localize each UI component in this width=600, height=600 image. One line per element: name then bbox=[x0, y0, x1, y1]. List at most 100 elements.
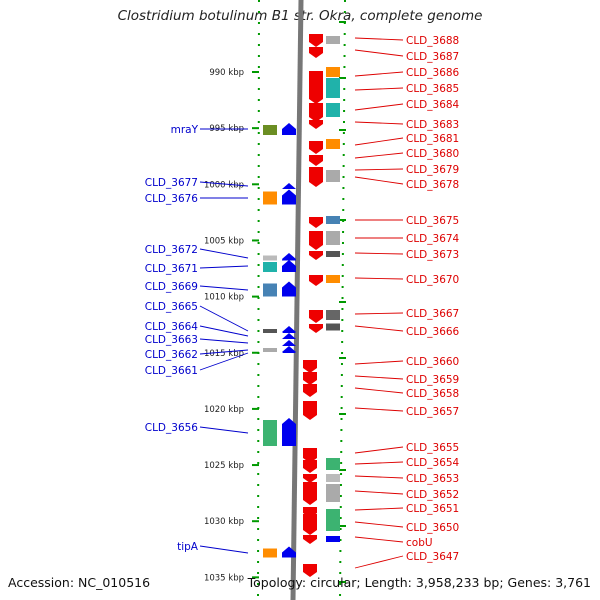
scale-tick bbox=[252, 295, 259, 298]
gene-box bbox=[326, 310, 340, 320]
gene-label-right[interactable]: CLD_3657 bbox=[406, 406, 459, 418]
gene-leader-line bbox=[354, 137, 404, 146]
gene-label-right[interactable]: CLD_3681 bbox=[406, 133, 459, 145]
gene-leader-line bbox=[199, 338, 249, 344]
gene-arrow-down bbox=[309, 34, 323, 47]
gene-label-right[interactable]: CLD_3685 bbox=[406, 83, 459, 95]
gene-label-left[interactable]: CLD_3671 bbox=[145, 263, 198, 275]
gene-label-right[interactable]: CLD_3667 bbox=[406, 308, 459, 320]
gene-label-right[interactable]: CLD_3678 bbox=[406, 179, 459, 191]
gene-label-right[interactable]: CLD_3652 bbox=[406, 489, 459, 501]
gene-label-right[interactable]: CLD_3658 bbox=[406, 388, 459, 400]
gene-label-right[interactable]: CLD_3673 bbox=[406, 249, 459, 261]
gene-box bbox=[263, 191, 277, 205]
gene-arrow-up bbox=[282, 123, 296, 135]
gene-arrow-up bbox=[282, 253, 296, 259]
scale-label: 1030 kbp bbox=[204, 517, 244, 527]
gene-leader-line bbox=[354, 555, 404, 569]
gene-arrow-down bbox=[309, 310, 323, 323]
gene-box bbox=[263, 125, 277, 135]
scale-tick bbox=[252, 183, 259, 186]
gene-box bbox=[326, 275, 340, 283]
gene-label-left[interactable]: CLD_3665 bbox=[145, 301, 198, 313]
gene-label-left[interactable]: tipA bbox=[177, 541, 199, 553]
gene-leader-line bbox=[199, 285, 249, 291]
gene-arrow-up bbox=[282, 261, 296, 267]
gene-label-right[interactable]: CLD_3684 bbox=[406, 99, 460, 111]
gene-label-right[interactable]: CLD_3653 bbox=[406, 473, 459, 485]
gene-label-left[interactable]: CLD_3676 bbox=[145, 193, 199, 205]
scale-tick bbox=[252, 576, 259, 579]
scale-tick bbox=[339, 301, 346, 303]
gene-box bbox=[326, 139, 340, 149]
gene-label-right[interactable]: CLD_3686 bbox=[406, 67, 460, 79]
gene-label-left[interactable]: CLD_3661 bbox=[145, 365, 198, 377]
scale-tick bbox=[252, 520, 259, 523]
gene-arrow-down bbox=[303, 384, 317, 397]
gene-leader-line bbox=[354, 507, 404, 511]
gene-box bbox=[326, 170, 340, 182]
gene-label-right[interactable]: CLD_3675 bbox=[406, 215, 459, 227]
gene-label-left[interactable]: CLD_3656 bbox=[145, 422, 199, 434]
gene-leader-line bbox=[354, 325, 404, 332]
gene-arrow-down bbox=[303, 401, 317, 420]
left-dotted-rail bbox=[257, 0, 260, 600]
gene-label-right[interactable]: CLD_3655 bbox=[406, 442, 459, 454]
gene-arrow-down bbox=[303, 372, 317, 385]
gene-arrow-up bbox=[282, 333, 296, 339]
gene-arrow-up bbox=[282, 340, 296, 346]
gene-arrow-up bbox=[282, 183, 296, 189]
gene-leader-line bbox=[354, 375, 404, 380]
scale-label: 990 kbp bbox=[209, 68, 244, 78]
gene-box bbox=[263, 548, 277, 558]
gene-label-right[interactable]: CLD_3647 bbox=[406, 551, 459, 563]
gene-label-left[interactable]: CLD_3672 bbox=[145, 244, 198, 256]
gene-box bbox=[263, 255, 277, 261]
gene-box bbox=[263, 283, 277, 297]
gene-label-left[interactable]: CLD_3663 bbox=[145, 334, 198, 346]
gene-label-left[interactable]: CLD_3664 bbox=[145, 321, 199, 333]
accession-label: Accession: NC_010516 bbox=[8, 575, 151, 590]
gene-leader-line bbox=[199, 248, 249, 259]
gene-label-right[interactable]: CLD_3688 bbox=[406, 35, 459, 47]
gene-label-right[interactable]: CLD_3674 bbox=[406, 233, 460, 245]
gene-arrow-down bbox=[309, 141, 323, 154]
gene-box bbox=[326, 67, 340, 77]
gene-arrow-down bbox=[309, 231, 323, 250]
gene-arrow-up bbox=[282, 281, 296, 297]
gene-label-left[interactable]: CLD_3662 bbox=[145, 349, 198, 361]
gene-label-right[interactable]: CLD_3660 bbox=[406, 356, 459, 368]
gene-label-right[interactable]: CLD_3680 bbox=[406, 148, 459, 160]
scale-tick bbox=[252, 464, 259, 467]
gene-box bbox=[326, 216, 340, 224]
gene-label-right[interactable]: CLD_3659 bbox=[406, 374, 459, 386]
gene-arrow-down bbox=[309, 47, 323, 58]
gene-leader-line bbox=[199, 181, 249, 187]
gene-leader-line bbox=[199, 265, 249, 269]
gene-label-right[interactable]: cobU bbox=[406, 537, 433, 549]
gene-label-left[interactable]: mraY bbox=[171, 124, 199, 136]
gene-label-right[interactable]: CLD_3666 bbox=[406, 326, 460, 338]
gene-label-left[interactable]: CLD_3677 bbox=[145, 177, 198, 189]
gene-box bbox=[326, 323, 340, 331]
gene-box bbox=[263, 262, 277, 272]
gene-label-right[interactable]: CLD_3683 bbox=[406, 119, 459, 131]
gene-label-right[interactable]: CLD_3670 bbox=[406, 274, 459, 286]
gene-arrow-down bbox=[303, 474, 317, 483]
gene-arrow-down bbox=[303, 360, 317, 373]
scale-label: 1000 kbp bbox=[204, 180, 244, 190]
gene-label-right[interactable]: CLD_3687 bbox=[406, 51, 459, 63]
gene-arrow-up bbox=[282, 546, 296, 558]
gene-label-right[interactable]: CLD_3650 bbox=[406, 522, 459, 534]
scale-tick bbox=[339, 581, 346, 583]
gene-label-right[interactable]: CLD_3679 bbox=[406, 164, 459, 176]
gene-label-right[interactable]: CLD_3654 bbox=[406, 457, 460, 469]
gene-box bbox=[326, 78, 340, 98]
right-dotted-rail bbox=[339, 0, 346, 600]
gene-arrow-down bbox=[309, 324, 323, 333]
gene-label-left[interactable]: CLD_3669 bbox=[145, 281, 198, 293]
gene-label-right[interactable]: CLD_3651 bbox=[406, 503, 459, 515]
gene-leader-line bbox=[354, 168, 404, 171]
